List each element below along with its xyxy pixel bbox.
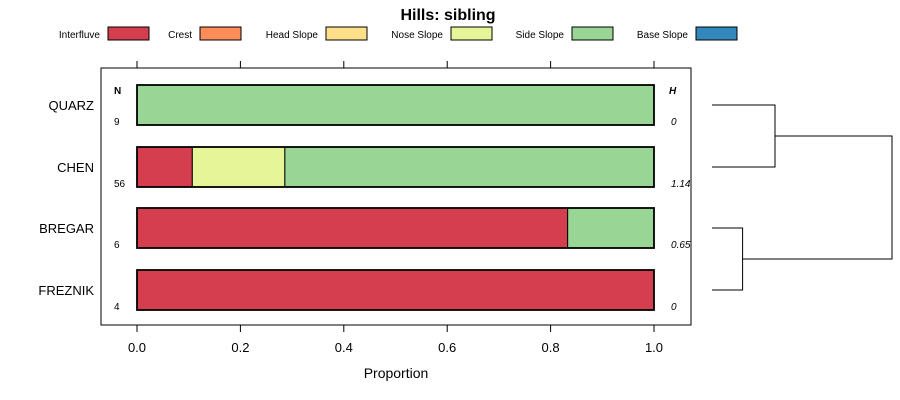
bar-outline-chen [136,146,655,188]
h-value-freznik: 0 [671,302,677,313]
legend-label-4: Side Slope [516,30,565,41]
x-axis-label: Proportion [364,365,429,381]
legend-swatch-3 [450,26,493,41]
bar-outline-freznik [136,269,655,311]
bar-outline-quarz [136,84,655,126]
legend-label-1: Crest [168,30,192,41]
bar-segment-chen-0 [136,146,193,188]
x-tick-label-1: 0.2 [231,340,249,355]
legend-swatch-4 [571,26,614,41]
legend-label-2: Head Slope [266,30,319,41]
n-value-chen: 56 [114,179,126,190]
bars-layer [136,84,655,311]
dendro-branch-root [742,135,893,260]
legend-swatch-0 [107,26,150,41]
row-label-quarz: QUARZ [49,98,95,113]
dendro-branch-quarz-chen [712,104,776,168]
row-label-bregar: BREGAR [39,221,94,236]
h-value-chen: 1.14 [671,179,691,190]
legend-swatch-2 [325,26,368,41]
bar-segment-freznik-0 [136,269,655,311]
x-tick-label-5: 1.0 [645,340,663,355]
legend: Interfluve Crest Head Slope Nose Slope Side … [59,26,738,41]
legend-label-3: Nose Slope [391,30,443,41]
bar-segment-chen-3 [191,146,286,188]
bar-outline-bregar [136,207,655,249]
bar-segment-bregar-4 [567,207,655,249]
chart-title: Hills: sibling [400,7,495,24]
x-tick-label-2: 0.4 [335,340,353,355]
legend-swatch-5 [695,26,738,41]
legend-label-5: Base Slope [637,30,689,41]
x-axis: 0.0 0.2 0.4 0.6 0.8 1.0 [128,61,663,355]
h-value-quarz: 0 [671,117,677,128]
row-label-freznik: FREZNIK [38,283,94,298]
plot-frame [100,67,692,326]
legend-swatch-1 [199,26,242,41]
n-value-bregar: 6 [114,240,120,251]
row-labels-layer: N H QUARZ 9 0 CHEN 56 1.14 BREGAR 6 0.65 FREZNIK 4 0 [38,86,691,313]
h-value-bregar: 0.65 [671,240,691,251]
bar-segment-chen-4 [284,146,655,188]
x-tick-label-3: 0.6 [438,340,456,355]
x-tick-label-4: 0.8 [542,340,560,355]
dendro-branch-bregar-freznik [712,227,744,291]
legend-label-0: Interfluve [59,30,101,41]
dendrogram [712,104,893,291]
n-value-freznik: 4 [114,302,120,313]
n-header: N [114,86,121,97]
h-header: H [669,86,677,97]
bar-segment-bregar-0 [136,207,569,249]
x-tick-label-0: 0.0 [128,340,146,355]
bar-segment-quarz-4 [136,84,655,126]
n-value-quarz: 9 [114,117,120,128]
row-label-chen: CHEN [57,160,94,175]
